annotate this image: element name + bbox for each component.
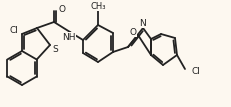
Text: NH: NH — [62, 33, 76, 42]
Text: Cl: Cl — [9, 25, 18, 34]
Text: O: O — [59, 4, 66, 13]
Text: N: N — [139, 19, 146, 27]
Text: Cl: Cl — [191, 68, 200, 77]
Text: CH₃: CH₃ — [90, 1, 105, 10]
Text: S: S — [52, 45, 58, 54]
Text: O: O — [129, 27, 136, 36]
